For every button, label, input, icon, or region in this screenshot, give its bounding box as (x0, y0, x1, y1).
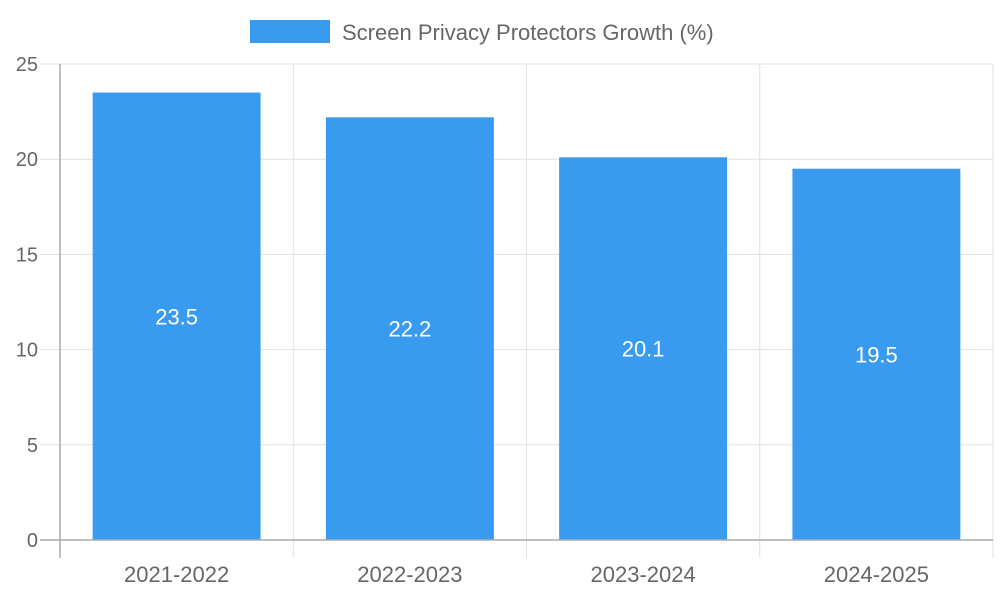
axes: 0 5 10 15 20 25 2021-2022 2022-2023 2023-2024 202… (16, 54, 993, 587)
legend[interactable]: Screen Privacy Protectors Growth (%) (250, 20, 714, 45)
bar-value-label: 19.5 (855, 342, 898, 367)
bar-value-label: 20.1 (622, 337, 665, 362)
bar (792, 168, 961, 540)
bar (92, 92, 261, 540)
data-labels: 23.5 22.2 20.1 19.5 (155, 304, 898, 367)
x-tick-label: 2024-2025 (824, 562, 929, 587)
x-tick-label: 2021-2022 (124, 562, 229, 587)
bar (559, 157, 728, 540)
legend-label: Screen Privacy Protectors Growth (%) (342, 20, 714, 45)
x-tick-label: 2023-2024 (591, 562, 696, 587)
legend-swatch (250, 20, 330, 43)
y-tick-label: 15 (16, 244, 38, 266)
y-tick-label: 5 (27, 435, 38, 457)
y-tick-label: 25 (16, 54, 38, 76)
y-tick-label: 20 (16, 149, 38, 171)
bar (325, 117, 494, 540)
bars (92, 92, 961, 540)
x-tick-label: 2022-2023 (357, 562, 462, 587)
bar-value-label: 23.5 (155, 304, 198, 329)
y-tick-label: 10 (16, 340, 38, 362)
y-tick-label: 0 (27, 530, 38, 552)
bar-value-label: 22.2 (388, 317, 431, 342)
